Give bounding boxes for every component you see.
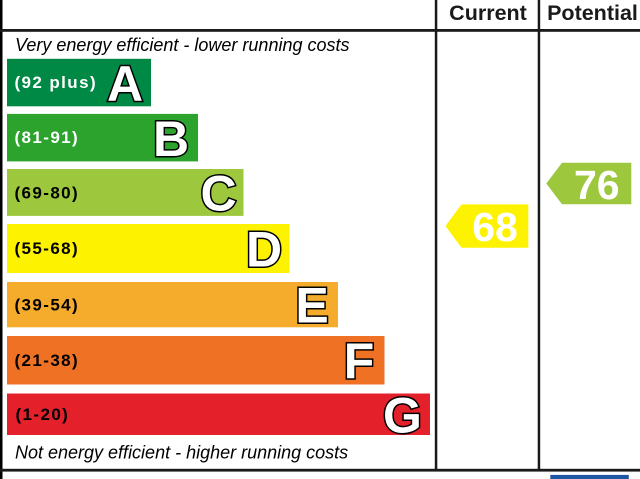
- svg-text:A: A: [107, 56, 143, 112]
- svg-text:(21-38): (21-38): [15, 351, 80, 370]
- svg-text:(92 plus): (92 plus): [15, 73, 98, 92]
- svg-text:(81-91): (81-91): [15, 128, 80, 147]
- svg-text:D: D: [246, 222, 282, 278]
- svg-text:Not energy efficient - higher: Not energy efficient - higher running co…: [15, 443, 348, 463]
- svg-text:76: 76: [574, 162, 620, 208]
- svg-text:E: E: [295, 277, 328, 333]
- svg-text:C: C: [200, 166, 236, 222]
- svg-text:G: G: [383, 388, 422, 444]
- svg-text:(55-68): (55-68): [15, 239, 80, 258]
- svg-text:Current: Current: [449, 1, 527, 25]
- svg-text:68: 68: [472, 204, 518, 250]
- svg-text:B: B: [153, 111, 189, 167]
- svg-text:(1-20): (1-20): [16, 405, 70, 424]
- svg-text:(39-54): (39-54): [15, 296, 80, 315]
- svg-text:(69-80): (69-80): [15, 183, 80, 202]
- svg-text:Very energy efficient - lower: Very energy efficient - lower running co…: [15, 35, 350, 55]
- svg-text:F: F: [344, 333, 375, 389]
- svg-text:Potential: Potential: [547, 1, 638, 25]
